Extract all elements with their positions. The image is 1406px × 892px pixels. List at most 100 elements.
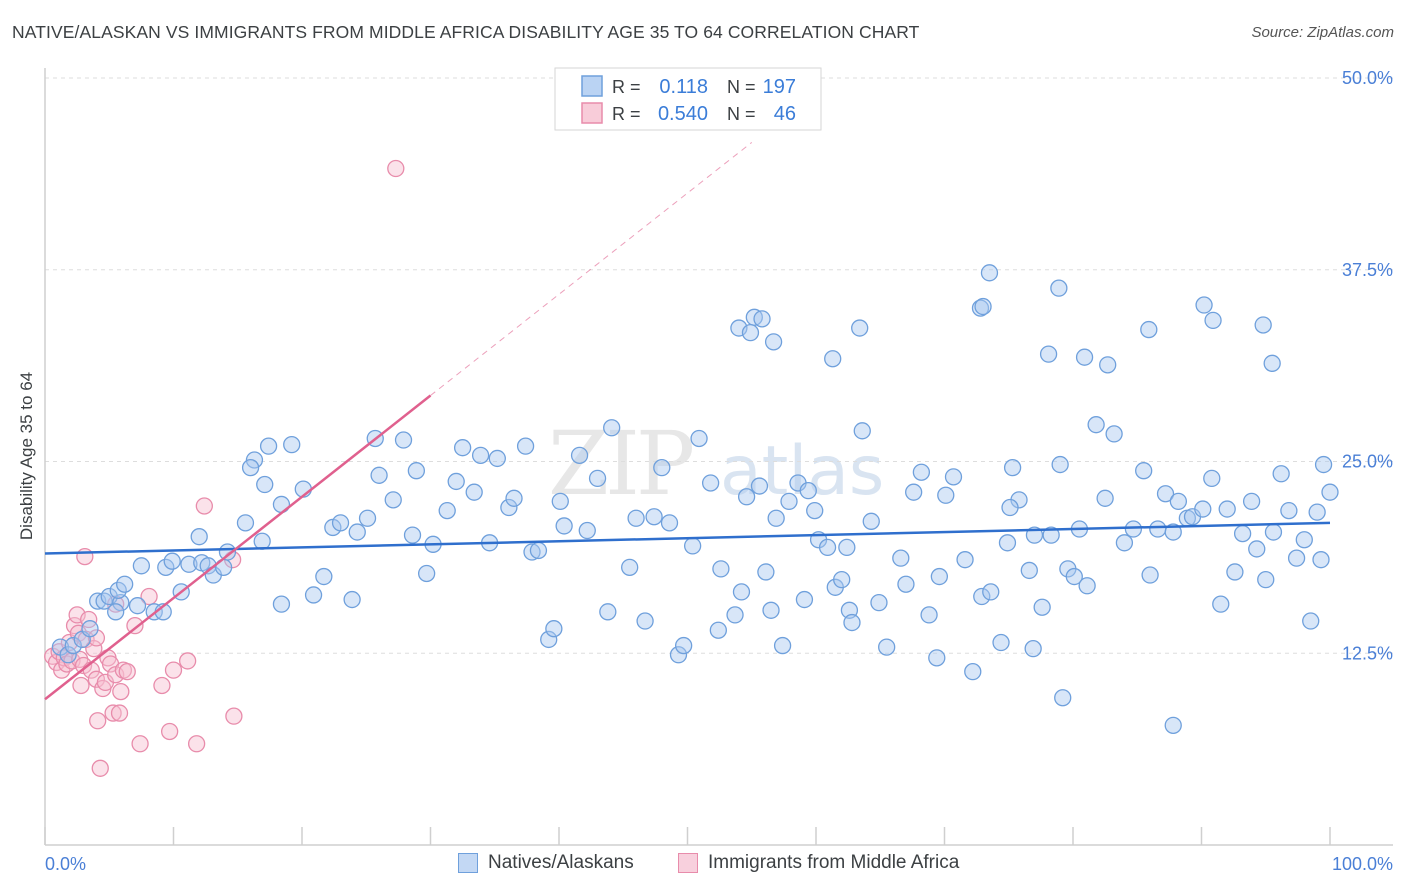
data-point-natives [1141,566,1159,584]
y-axis-label: Disability Age 35 to 64 [17,372,36,540]
y-tick-label: 37.5% [1342,260,1393,280]
data-point-natives [892,549,910,567]
legend-bottom: Natives/Alaskans Immigrants from Middle … [0,852,1406,878]
data-point-natives [1020,561,1038,580]
data-point-natives [806,501,824,520]
legend-swatch-blue [581,75,603,97]
data-point-natives [912,463,931,481]
legend-label-immigrants: Immigrants from Middle Africa [708,852,960,873]
data-point-natives [762,601,780,619]
legend-n-label-1: N = [727,77,756,97]
data-point-natives [570,446,589,465]
data-point-natives [241,458,260,477]
data-point-natives [1312,551,1330,569]
data-point-natives [1124,520,1143,538]
data-point-natives [1257,570,1275,589]
data-point-natives [500,498,518,517]
data-point-natives [1280,501,1298,520]
data-point-natives [358,509,377,527]
data-point-immigrants [225,707,243,725]
data-point-natives [1039,345,1058,363]
data-point-natives [980,264,999,282]
data-point-natives [407,462,426,480]
data-point-natives [767,509,785,527]
data-point-natives [1135,462,1153,480]
data-point-natives [973,587,991,606]
data-point-natives [304,586,323,604]
data-point-natives [163,552,181,570]
data-point-natives [438,501,456,520]
data-point-natives [1204,311,1222,330]
data-point-natives [878,638,896,656]
data-point-natives [1308,503,1326,521]
data-point-natives [750,477,769,495]
data-point-natives [1233,524,1252,543]
data-point-natives [982,583,1000,601]
data-point-immigrants [87,670,106,688]
data-point-natives [737,488,756,506]
data-point-immigrants [131,735,149,753]
legend-swatch-immigrants [678,853,698,873]
y-tick-label: 25.0% [1342,452,1393,472]
data-point-natives [599,603,617,621]
data-point-natives [109,581,127,600]
y-tick-labels: 12.5% 25.0% 37.5% 50.0% [1342,68,1393,663]
legend-n-value-1: 197 [763,76,796,98]
x-tick-label-max: 100.0% [1332,854,1393,874]
trend-line-natives [44,521,1331,555]
watermark-atlas: atlas [720,432,884,511]
y-tick-label: 50.0% [1342,68,1393,88]
data-point-natives [1078,577,1096,595]
data-point-natives [272,595,291,613]
data-point-natives [1156,485,1175,503]
data-point-natives [853,422,871,440]
data-point-natives [107,603,125,621]
data-point-immigrants [178,652,197,670]
data-point-immigrants [89,712,107,730]
data-point-natives [465,483,483,501]
chart-title: NATIVE/ALASKAN VS IMMIGRANTS FROM MIDDLE… [12,22,920,42]
data-point-natives [128,597,147,615]
legend-n-label-2: N = [727,104,756,124]
data-point-natives [757,563,775,581]
legend-r-label-2: R = [612,104,641,124]
data-point-natives [897,575,915,593]
data-point-natives [545,620,563,638]
data-point-natives [1140,320,1158,339]
data-point-natives [905,483,923,501]
data-point-immigrants [91,759,109,777]
data-point-natives [1314,455,1333,474]
data-point-natives [1003,458,1022,477]
data-point-natives [741,323,760,342]
data-point-immigrants [160,722,179,741]
data-point-natives [555,517,573,535]
data-point-natives [773,636,792,655]
data-point-immigrants [118,663,136,681]
data-point-natives [1302,612,1320,630]
data-point-natives [343,590,361,609]
data-point-natives [1195,296,1213,314]
data-point-natives [701,474,720,492]
data-point-natives [394,431,413,449]
data-point-natives [838,538,856,557]
data-point-natives [669,646,688,664]
data-point-natives [1287,549,1306,567]
data-point-natives [799,481,817,500]
data-point-natives [283,435,301,454]
data-point-natives [471,446,490,465]
data-point-natives [833,570,851,589]
legend-item-immigrants: Immigrants from Middle Africa [678,852,959,874]
data-point-natives [1218,500,1236,518]
data-point-natives [726,606,744,624]
data-point-natives [956,551,974,569]
trend-lines [44,142,1331,701]
data-point-natives [818,538,837,557]
x-tick-label-min: 0.0% [45,854,86,874]
data-point-natives [964,663,982,681]
data-point-immigrants [72,676,90,695]
data-point-natives [256,475,274,494]
data-point-immigrants [126,616,144,635]
data-point-natives [331,514,350,532]
data-point-immigrants [164,661,183,679]
data-point-natives [348,523,366,541]
